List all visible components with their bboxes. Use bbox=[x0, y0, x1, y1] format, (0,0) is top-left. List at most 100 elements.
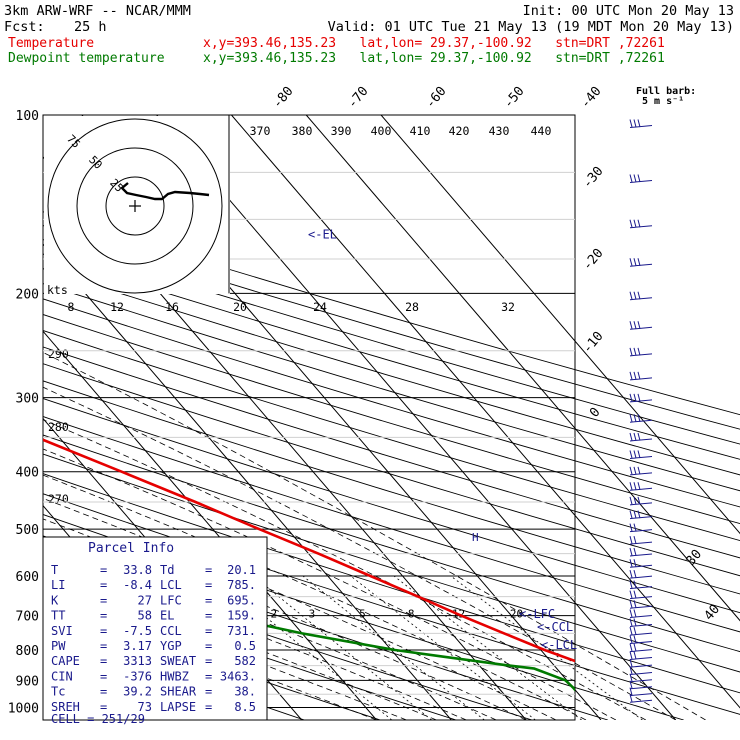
wind-barb-feather bbox=[633, 580, 637, 589]
pressure-tick-label: 500 bbox=[16, 523, 39, 538]
dry-adiabat-grid: 370 380 390 400 410 420 430 440 290 280 270 bbox=[43, 124, 740, 720]
dry-adiabat-line bbox=[43, 453, 740, 673]
wind-barb-feather bbox=[633, 496, 637, 505]
wind-barb-shaft bbox=[629, 586, 653, 590]
mixing-ratio-grid: 2 3 5 8 12 20 bbox=[215, 575, 643, 720]
wind-barb-shaft bbox=[629, 377, 653, 381]
wind-barb-feather bbox=[633, 627, 637, 635]
level-label: <-LCL bbox=[541, 638, 577, 652]
chart-header: 3km ARW-WRF -- NCAR/MMM Init: 00 UTC Mon… bbox=[4, 3, 734, 107]
hodograph-ring bbox=[76, 147, 194, 265]
wind-barb-feather bbox=[629, 659, 633, 667]
pressure-tick-label: 200 bbox=[16, 287, 39, 302]
theta-left-label: 280 bbox=[48, 420, 69, 434]
moist-adiabat-line bbox=[43, 536, 497, 720]
wind-barb-feather bbox=[633, 432, 637, 441]
wind-barb-shaft bbox=[629, 516, 653, 520]
wind-barb-feather bbox=[637, 482, 641, 490]
wind-barb-shaft bbox=[629, 263, 653, 267]
isotherm-label: -60 bbox=[423, 84, 450, 112]
wind-barb-feather bbox=[629, 291, 633, 300]
parcel-equals: = bbox=[100, 563, 107, 577]
wind-barb-feather bbox=[629, 643, 633, 652]
kts-tick-label: 28 bbox=[405, 300, 419, 314]
model-title: 3km ARW-WRF -- NCAR/MMM bbox=[4, 3, 191, 19]
wind-barb-feather bbox=[637, 371, 641, 380]
wind-barb-feather bbox=[629, 371, 633, 380]
wind-barb-feather bbox=[629, 119, 633, 128]
parcel-key-left: CAPE bbox=[51, 654, 80, 668]
kts-tick-label: 20 bbox=[233, 300, 247, 314]
parcel-equals: = bbox=[205, 624, 212, 638]
parcel-key-right: LCL bbox=[160, 578, 182, 592]
wind-barb-shaft bbox=[629, 564, 653, 568]
wind-barb-shaft bbox=[629, 353, 653, 357]
dry-adiabat-line bbox=[43, 298, 740, 508]
dry-adiabat-line bbox=[43, 380, 740, 595]
wind-barb-feather bbox=[633, 600, 637, 608]
theta-label: 430 bbox=[489, 124, 510, 138]
wind-barb-shaft bbox=[629, 225, 653, 229]
wind-barb-shaft bbox=[629, 596, 653, 600]
isotherm-line bbox=[305, 115, 740, 622]
wind-barb-feather bbox=[629, 347, 633, 356]
wind-barb-feather bbox=[629, 393, 633, 402]
parcel-equals: = bbox=[100, 685, 107, 699]
parcel-key-right: HWBZ bbox=[160, 669, 189, 683]
hodograph-ring bbox=[105, 176, 165, 236]
hodograph-trace bbox=[120, 182, 210, 201]
parcel-info-panel: Parcel Info T = 33.8 Td = 20.1 LI = -8.4 LCL = 785.… bbox=[42, 536, 268, 726]
wind-barb-feather bbox=[633, 570, 637, 578]
moist-adiabat-line bbox=[43, 448, 617, 720]
parcel-key-right: LFC bbox=[160, 593, 182, 607]
theta-label: 410 bbox=[410, 124, 431, 138]
kts-tick-label: 8 bbox=[68, 300, 75, 314]
parcel-value-left: -376 bbox=[123, 669, 152, 683]
wind-barb-feather bbox=[629, 687, 633, 696]
wind-barb-feather bbox=[633, 482, 637, 490]
wind-barb-shaft bbox=[629, 679, 653, 683]
mixing-ratio-label: 2 bbox=[270, 607, 277, 620]
wind-barb-feather bbox=[633, 219, 637, 228]
wind-barb-feather bbox=[629, 600, 633, 608]
wind-barb-feather bbox=[633, 371, 637, 380]
legend-dewpoint-name: Dewpoint temperature bbox=[8, 51, 165, 66]
wind-barb-feather bbox=[629, 321, 633, 329]
wind-barb-feather bbox=[629, 523, 633, 532]
pressure-tick-label: 100 bbox=[16, 109, 39, 124]
dry-adiabat-line bbox=[43, 363, 740, 577]
wind-barb-feather bbox=[629, 673, 633, 682]
parcel-value-right: 731. bbox=[227, 624, 256, 638]
wind-barb-shaft bbox=[629, 664, 653, 668]
isotherm-label: -70 bbox=[345, 84, 372, 112]
kts-tick-label: 12 bbox=[110, 300, 124, 314]
wind-barb-shaft bbox=[629, 699, 653, 703]
parcel-key-right: SHEAR bbox=[160, 685, 197, 699]
forecast-label: Fcst: bbox=[4, 19, 45, 35]
parcel-value-right: 20.1 bbox=[227, 563, 256, 577]
isotherm-label: -10 bbox=[580, 329, 607, 357]
parcel-info-rows: T = 33.8 Td = 20.1 LI = -8.4 LCL = 785. K = 27 LFC = 695.… bbox=[51, 563, 256, 714]
wind-barb-shaft bbox=[629, 686, 653, 690]
wind-barb-shaft bbox=[629, 529, 653, 533]
wind-barb-feather bbox=[629, 496, 633, 505]
parcel-value-left: 58 bbox=[138, 609, 152, 623]
barb-legend-value: 5 m s⁻¹ bbox=[642, 96, 684, 107]
wind-barb-feather bbox=[637, 466, 641, 475]
pressure-tick-label: 800 bbox=[16, 644, 39, 659]
mixing-ratio-line bbox=[393, 575, 582, 720]
isotherm-label: -50 bbox=[501, 84, 528, 112]
wind-barb-feather bbox=[637, 119, 641, 128]
wind-barb-feather bbox=[633, 466, 637, 475]
wind-barb-shaft bbox=[629, 297, 653, 301]
wind-barb-feather bbox=[637, 321, 641, 329]
wind-barb-feather bbox=[637, 219, 641, 228]
parcel-equals: = bbox=[100, 669, 107, 683]
parcel-value-left: -8.4 bbox=[123, 578, 152, 592]
wind-barb-feather bbox=[629, 680, 633, 689]
moist-adiabat-line bbox=[43, 351, 706, 720]
parcel-equals: = bbox=[205, 669, 212, 683]
wind-barb-shaft bbox=[629, 632, 653, 636]
pressure-tick-label: 1000 bbox=[8, 701, 39, 716]
